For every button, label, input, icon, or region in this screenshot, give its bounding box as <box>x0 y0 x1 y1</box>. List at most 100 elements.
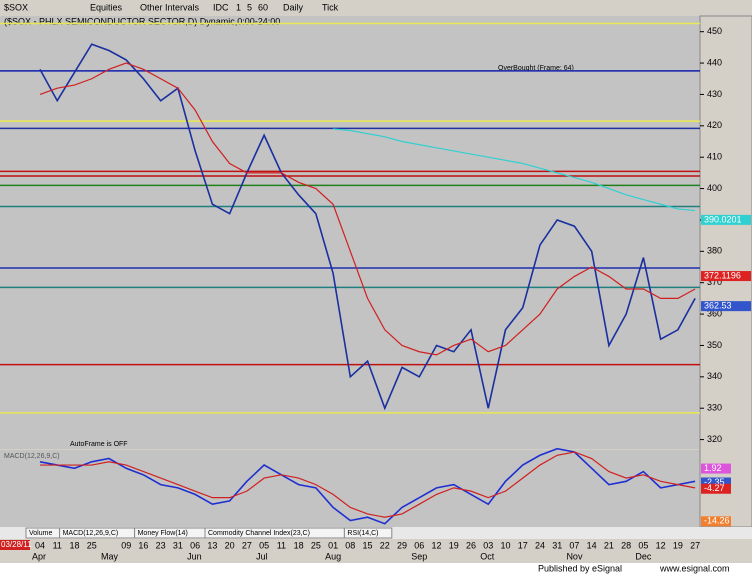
chart-title: ($SOX - PHLX SEMICONDUCTOR SECTOR,D) Dyn… <box>4 16 280 26</box>
x-tick-label: 03 <box>483 540 493 550</box>
x-tick-label: 11 <box>53 540 62 550</box>
x-tick-label: 11 <box>277 540 286 550</box>
y-tick-label: 350 <box>707 340 722 350</box>
x-tick-label: 12 <box>432 540 442 550</box>
x-tick-label: 20 <box>225 540 235 550</box>
x-tick-label: 18 <box>294 540 304 550</box>
x-tick-label: 27 <box>690 540 700 550</box>
x-tick-label: 17 <box>518 540 528 550</box>
x-tick-label: 29 <box>397 540 407 550</box>
price-marker-label: 362.53 <box>704 301 732 311</box>
y-tick-label: 360 <box>707 308 722 318</box>
y-tick-label: 410 <box>707 152 722 162</box>
value-marker-label: -2.35 <box>704 477 725 487</box>
toolbar-item[interactable]: 60 <box>258 2 268 12</box>
x-tick-label: 22 <box>380 540 390 550</box>
value-marker-label: 1.92 <box>704 463 722 473</box>
toolbar-item[interactable]: IDC <box>213 2 229 12</box>
month-label: Nov <box>566 551 583 561</box>
toolbar-item[interactable]: Daily <box>283 2 304 12</box>
month-label: May <box>101 551 119 561</box>
annotation: AutoFrame is OFF <box>70 441 128 448</box>
toolbar-item[interactable]: 5 <box>247 2 252 12</box>
x-tick-label: 06 <box>190 540 200 550</box>
x-tick-label: 05 <box>638 540 648 550</box>
month-label: Dec <box>635 551 652 561</box>
series-line <box>39 447 696 525</box>
footer-right: www.esignal.com <box>659 563 730 573</box>
price-marker <box>701 271 751 282</box>
x-tick-label: 14 <box>587 540 597 550</box>
value-marker-label: -4.27 <box>704 483 725 493</box>
toolbar-item[interactable]: 1 <box>236 2 241 12</box>
series-line <box>39 43 696 411</box>
x-tick-label: 16 <box>138 540 148 550</box>
price-marker-label: 372.1196 <box>704 270 741 280</box>
y-tick-label: 450 <box>707 26 722 36</box>
y-tick-label: 380 <box>707 246 722 256</box>
y-tick-label: 400 <box>707 183 722 193</box>
toolbar-item[interactable]: Equities <box>90 2 123 12</box>
x-tick-label: 18 <box>69 540 79 550</box>
y-tick-label: 320 <box>707 434 722 444</box>
x-tick-label: 25 <box>311 540 321 550</box>
x-tick-label: 08 <box>345 540 355 550</box>
value-marker <box>701 463 731 474</box>
value-marker <box>701 516 731 527</box>
value-marker <box>701 477 731 488</box>
tab-label[interactable]: MACD(12,26,9,C) <box>63 530 119 537</box>
x-tick-label: 06 <box>414 540 424 550</box>
month-label: Apr <box>32 551 46 561</box>
toolbar-item[interactable]: Tick <box>322 2 339 12</box>
value-marker-label: -14.26 <box>704 516 730 526</box>
month-label: Oct <box>480 551 495 561</box>
start-date: 03/28/11 <box>1 540 32 549</box>
tab-label[interactable]: Money Flow(14) <box>138 530 188 537</box>
month-label: Sep <box>411 551 427 561</box>
x-tick-label: 23 <box>156 540 166 550</box>
x-tick-label: 19 <box>673 540 683 550</box>
y-tick-label: 440 <box>707 57 722 67</box>
x-tick-label: 07 <box>569 540 579 550</box>
toolbar-item[interactable]: Other Intervals <box>140 2 200 12</box>
toolbar <box>0 0 752 16</box>
x-tick-label: 09 <box>121 540 131 550</box>
series-line <box>333 128 696 212</box>
month-label: Jun <box>187 551 202 561</box>
x-tick-label: 05 <box>259 540 269 550</box>
series-line <box>40 451 696 518</box>
x-tick-label: 01 <box>328 540 338 550</box>
x-tick-label: 13 <box>207 540 217 550</box>
tab-label[interactable]: Commodity Channel Index(23,C) <box>208 530 310 537</box>
footer-left: Published by eSignal <box>538 563 622 573</box>
y-tick-label: 430 <box>707 89 722 99</box>
series-line <box>39 62 696 356</box>
x-tick-label: 19 <box>449 540 459 550</box>
symbol[interactable]: $SOX <box>4 2 28 12</box>
date-axis <box>0 539 752 566</box>
tab-label[interactable]: Volume <box>29 530 52 537</box>
x-tick-label: 27 <box>242 540 252 550</box>
x-tick-label: 24 <box>535 540 545 550</box>
start-date-box <box>0 540 30 550</box>
month-label: Jul <box>256 551 268 561</box>
y-tick-label: 370 <box>707 277 722 287</box>
x-tick-label: 12 <box>656 540 666 550</box>
y-tick-label: 340 <box>707 371 722 381</box>
month-label: Aug <box>325 551 341 561</box>
x-tick-label: 15 <box>363 540 373 550</box>
annotation: OverBought (Frame: 64) <box>498 65 574 72</box>
price-marker <box>701 301 751 312</box>
x-tick-label: 21 <box>604 540 614 550</box>
price-pane <box>0 16 700 449</box>
x-tick-label: 31 <box>173 540 183 550</box>
x-tick-label: 31 <box>552 540 562 550</box>
x-tick-label: 04 <box>35 540 45 550</box>
y-tick-label: 330 <box>707 403 722 413</box>
x-tick-label: 10 <box>500 540 510 550</box>
value-marker <box>701 483 731 494</box>
y-tick-label: 420 <box>707 120 722 130</box>
tab-label[interactable]: RSI(14,C) <box>347 530 378 537</box>
tab[interactable] <box>343 527 393 539</box>
